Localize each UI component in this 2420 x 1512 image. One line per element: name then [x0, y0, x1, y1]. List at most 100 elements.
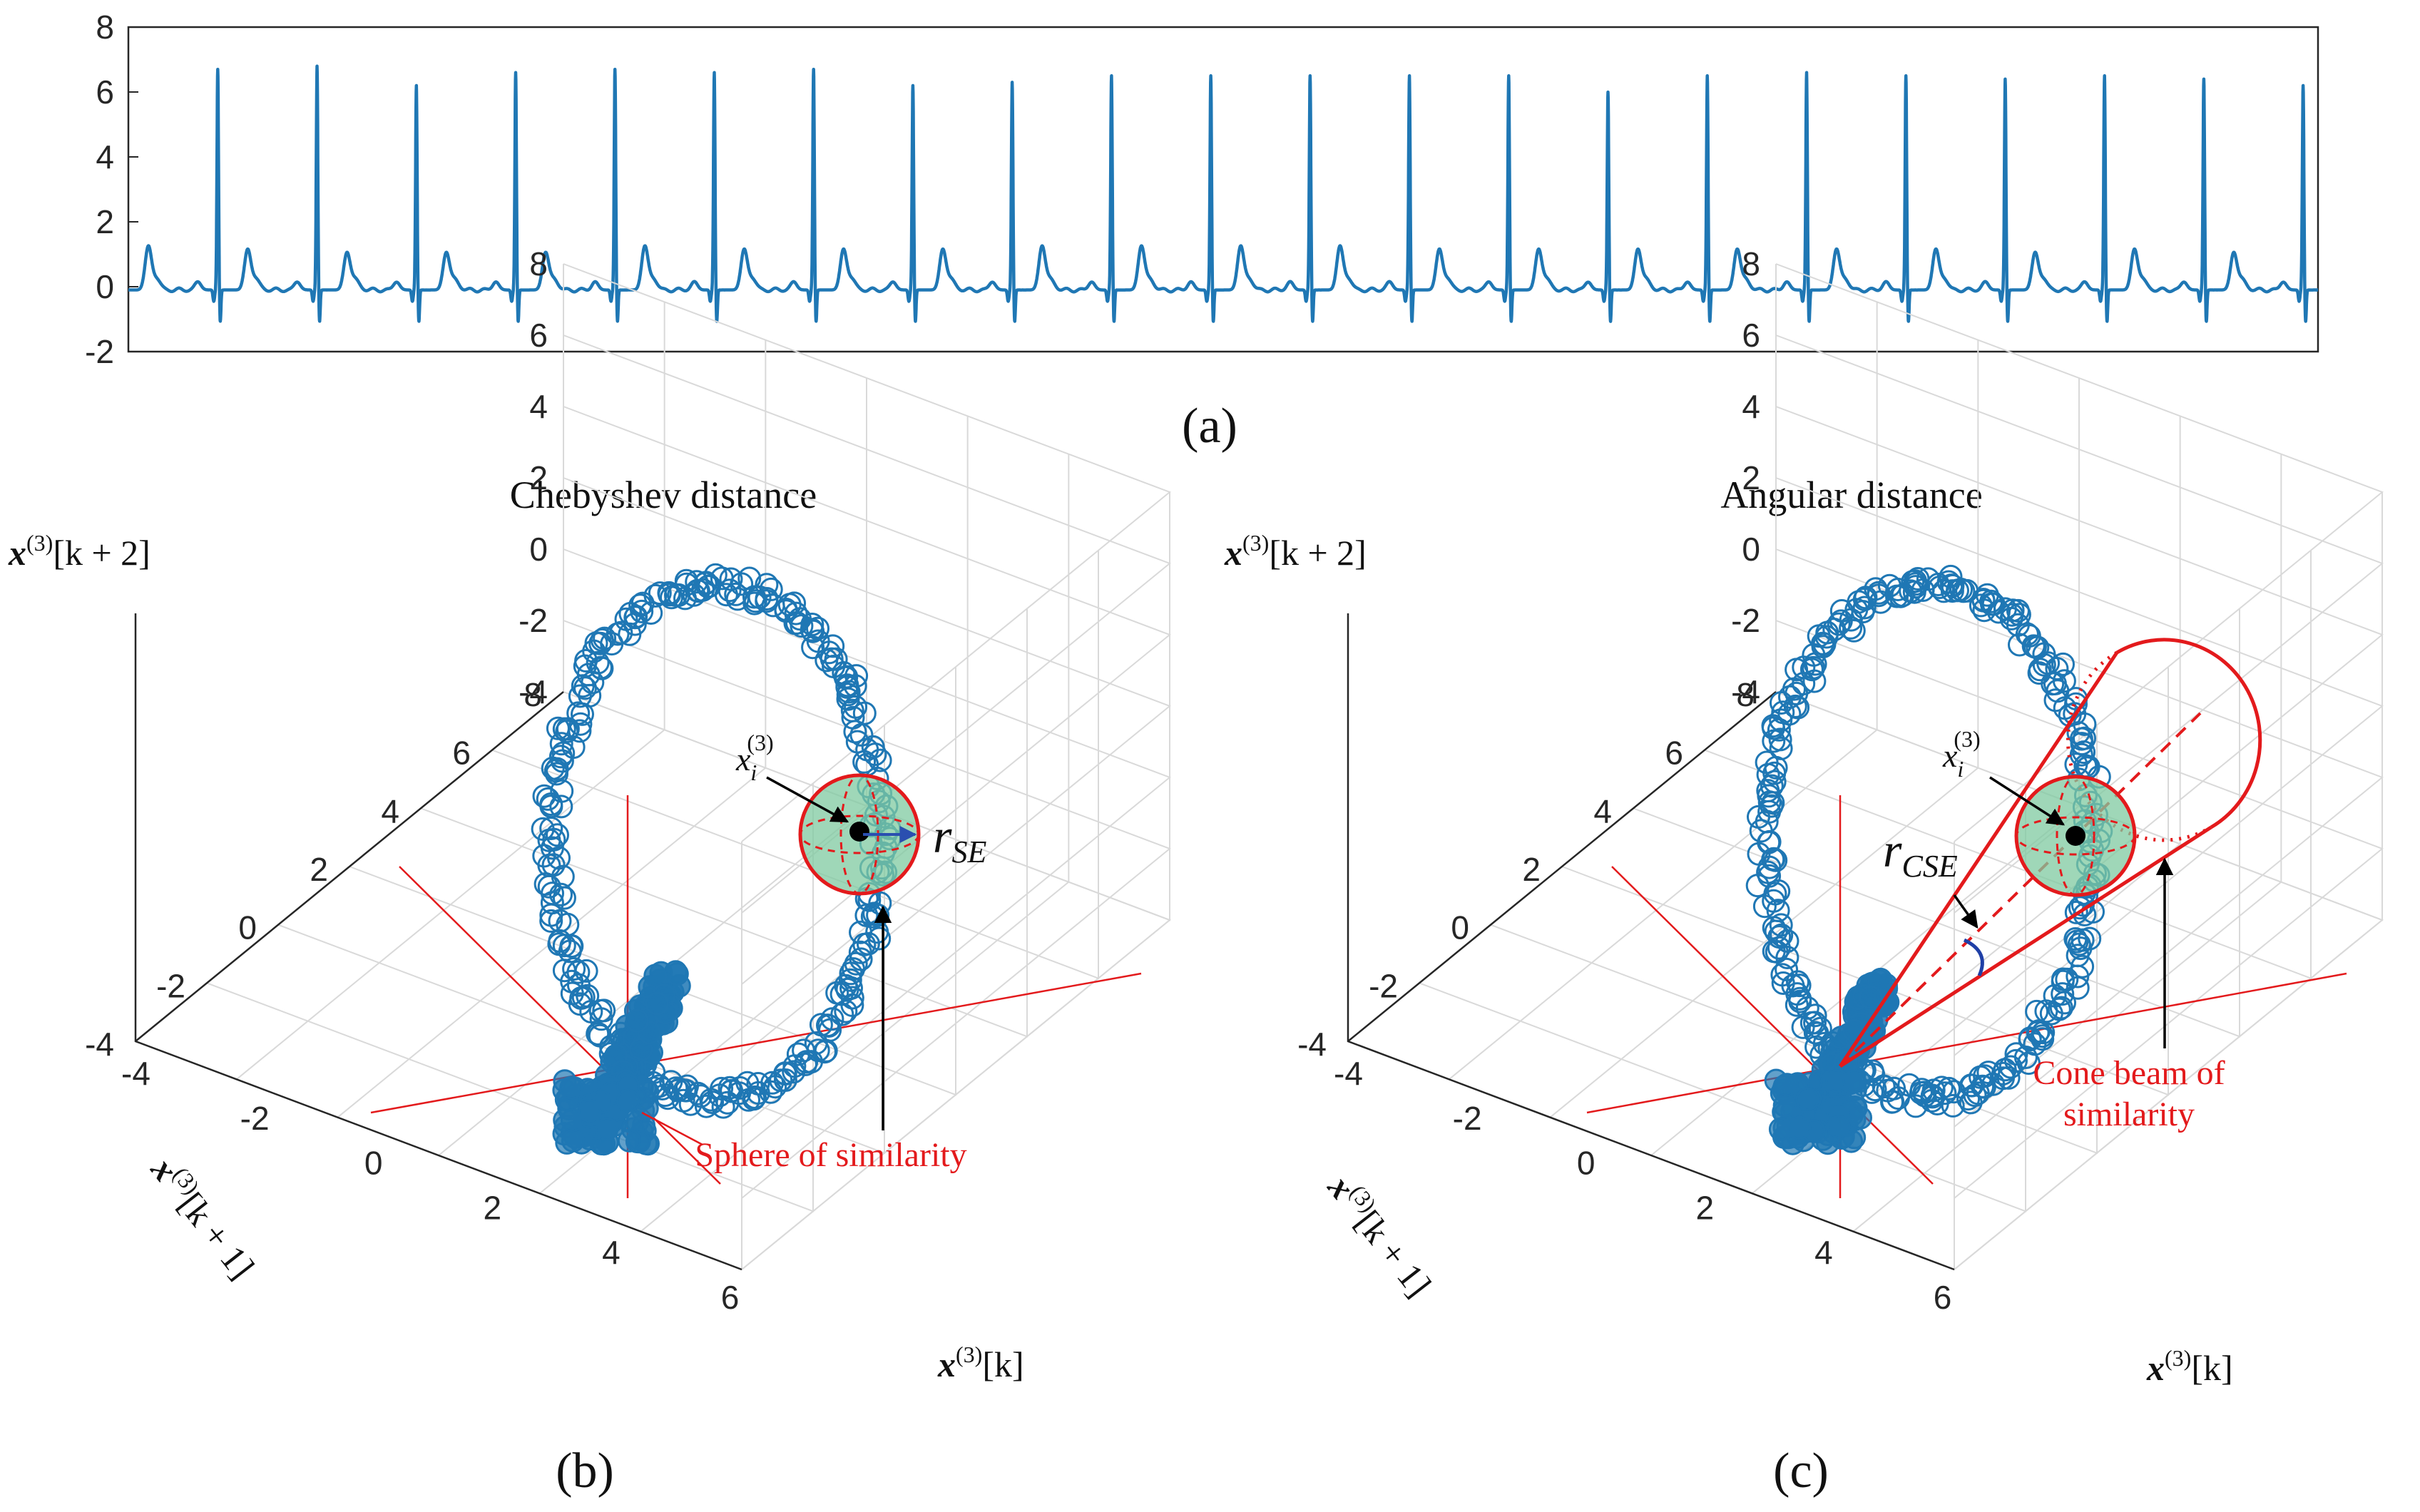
scatter-point [2068, 896, 2092, 920]
scatter-point [1807, 624, 1831, 648]
grid-line [206, 783, 814, 1212]
scatter-point [625, 1008, 649, 1033]
scatter-point [688, 1084, 713, 1108]
scatter-point [568, 712, 593, 736]
z-tick-label: -4 [519, 673, 548, 710]
scatter-point [588, 998, 613, 1023]
panel-c-label: (c) [1773, 1444, 1829, 1498]
scatter-point [2066, 964, 2090, 989]
y-tick-label: -4 [85, 1026, 114, 1063]
scatter-point [852, 750, 877, 774]
y-tick-label: 0 [238, 909, 257, 946]
scatter-point [1788, 986, 1812, 1011]
z-tick-label: -2 [519, 602, 548, 639]
scatter-point [1959, 1090, 1983, 1115]
y-tick-label: -2 [156, 967, 185, 1004]
y-tick-label: 4 [96, 138, 114, 175]
y-axis-label-c-k: [k + 1] [1348, 1202, 1439, 1304]
z-tick-label: 2 [529, 459, 548, 496]
svg-text:x(3)[k + 1]: x(3)[k + 1] [1320, 1165, 1441, 1304]
y-tick-label: -2 [1369, 967, 1398, 1004]
scatter-point [578, 1099, 602, 1123]
x-tick-label: -2 [1453, 1100, 1482, 1137]
grid-line [1419, 783, 2026, 1212]
axis-line [135, 691, 564, 1042]
y-tick-label: -4 [1297, 1026, 1327, 1063]
radius-label-se: rSE [933, 809, 986, 869]
panel-a-y-ticks: 8 6 4 2 0 -2 [85, 9, 138, 370]
angle-arrow [1953, 894, 1979, 929]
scatter-point [730, 572, 754, 596]
y-tick-label: 2 [310, 851, 328, 888]
z-tick-label: 8 [529, 245, 548, 282]
x-tick-label: 0 [364, 1145, 383, 1182]
zero-axis-line [370, 972, 1142, 1114]
x-axis-label-b-sup: (3) [956, 1342, 982, 1367]
y-tick-label: 4 [381, 792, 399, 829]
scatter-point [2028, 658, 2052, 682]
scatter-point [566, 701, 591, 725]
svg-text:x(3)[k]: x(3)[k] [937, 1342, 1024, 1384]
zero-axis-line [399, 866, 721, 1185]
scatter-point [2064, 900, 2088, 924]
scatter-point [666, 1078, 690, 1103]
scatter-point [555, 720, 579, 743]
scatter-point [586, 1022, 610, 1046]
axis-line [1347, 691, 1777, 1042]
scatter-point [1769, 913, 1793, 937]
axis-line [1347, 613, 1955, 1271]
y-tick-label: 8 [1736, 676, 1755, 713]
scatter-point [1949, 578, 1973, 601]
scatter-point [784, 601, 808, 625]
scatter-point [2006, 598, 2030, 623]
grid-line [349, 667, 956, 1096]
scatter-point [2073, 712, 2097, 736]
scatter-point [2073, 726, 2096, 750]
scatter-point [2025, 999, 2049, 1023]
scatter-point [549, 795, 573, 819]
grid-line [563, 492, 1170, 921]
scatter-point [595, 1117, 619, 1141]
scatter-point [536, 787, 560, 811]
z-tick-label: 4 [529, 388, 548, 425]
x-tick-label: 2 [1696, 1189, 1715, 1226]
scatter-point [539, 909, 563, 933]
panel-a-axes-box [127, 26, 2319, 353]
scatter-point [718, 578, 742, 603]
scatter-point [561, 1128, 585, 1153]
scatter-point [623, 612, 647, 636]
y-tick-label: 0 [96, 268, 114, 305]
scatter-point [2072, 740, 2096, 765]
scatter-point [821, 634, 845, 658]
radius-label-cse: rCSE [1883, 823, 1958, 884]
scatter-point [1867, 581, 1891, 605]
cone-axis [1839, 712, 2202, 1068]
scatter-point [609, 620, 633, 645]
panel-b-y-axis-label: x(3)[k + 1] [143, 1150, 262, 1287]
point-label-b: xi(3) [735, 730, 774, 785]
panel-b-title: Chebyshev distance [510, 474, 817, 516]
z-axis-label-c-k: [k + 2] [1269, 533, 1367, 573]
scatter-point [848, 940, 872, 964]
y-axis-label-b-k: [k + 1] [171, 1185, 262, 1286]
scatter-point [658, 583, 682, 607]
scatter-point [824, 647, 848, 671]
scatter-point [1771, 700, 1795, 725]
scatter-point [755, 589, 779, 613]
scatter-point [1951, 579, 1976, 603]
scatter-point [815, 648, 839, 673]
scatter-point [1842, 1069, 1867, 1093]
scatter-point [1799, 658, 1824, 682]
scatter-point [568, 684, 592, 708]
scatter-point [549, 732, 573, 756]
point-label-c: xi(3) [1942, 726, 1981, 782]
scatter-point [1760, 774, 1784, 798]
sphere-of-similarity [798, 773, 921, 896]
scatter-point [1827, 1115, 1851, 1139]
grid-line [1633, 608, 2240, 1038]
scatter-point [648, 581, 672, 606]
panel-c-x-axis-label: x(3)[k] [2146, 1345, 2233, 1388]
cone-beam-of-similarity [1838, 638, 2262, 1068]
z-axis-label-b-x: x [8, 533, 26, 573]
